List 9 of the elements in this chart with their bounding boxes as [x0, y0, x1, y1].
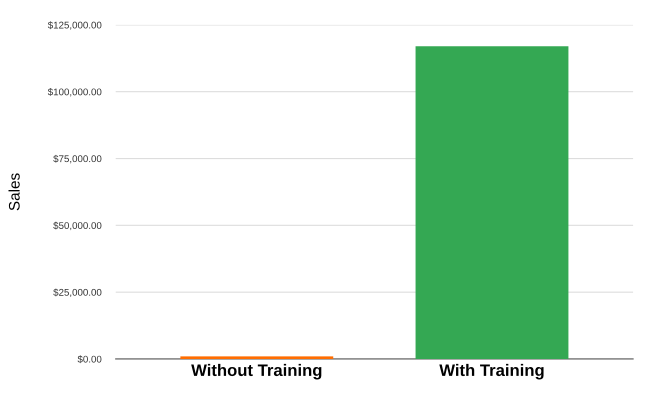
y-tick-label: $50,000.00	[53, 222, 102, 230]
y-axis-title: Sales	[8, 173, 20, 210]
x-tick-label: With Training	[439, 364, 544, 380]
y-tick-label: $75,000.00	[53, 154, 102, 164]
y-tick-label: $25,000.00	[53, 288, 102, 297]
y-tick-label: $100,000.00	[48, 88, 102, 97]
y-tick-label: $125,000.00	[48, 21, 102, 30]
x-tick-label: Without Training	[191, 364, 322, 380]
y-tick-label: $0.00	[78, 355, 102, 364]
